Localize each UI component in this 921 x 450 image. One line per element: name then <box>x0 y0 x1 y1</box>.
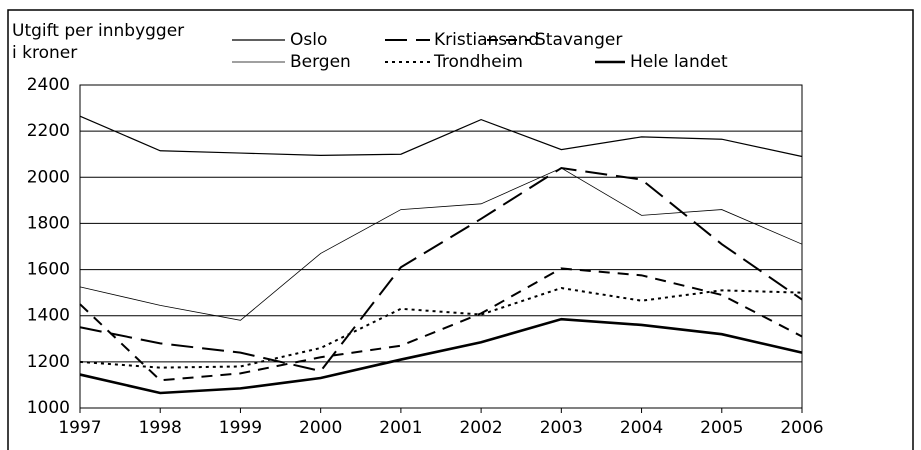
y-axis-label: i kroner <box>12 43 77 63</box>
x-tick-label: 2003 <box>540 418 583 438</box>
y-tick-label: 2000 <box>27 167 70 187</box>
y-tick-label: 1200 <box>27 352 70 372</box>
series-line <box>79 115 803 158</box>
x-tick-label: 2002 <box>459 418 502 438</box>
x-tick-label: 2005 <box>700 418 743 438</box>
x-tick-label: 1999 <box>219 418 262 438</box>
x-tick-label: 1997 <box>58 418 101 438</box>
y-tick-label: 2200 <box>27 121 70 141</box>
x-tick-label: 2001 <box>379 418 422 438</box>
legend-label: Kristiansand <box>434 30 539 50</box>
series-line <box>79 287 803 369</box>
y-tick-label: 2400 <box>27 75 70 95</box>
series-line <box>79 267 803 382</box>
x-tick-label: 2004 <box>620 418 663 438</box>
legend-label: Oslo <box>290 30 327 50</box>
plot-area <box>79 84 803 409</box>
x-tick-label: 2006 <box>780 418 823 438</box>
series-line <box>79 317 803 395</box>
legend-label: Bergen <box>290 52 351 72</box>
legend-label: Trondheim <box>433 52 523 72</box>
y-tick-label: 1400 <box>27 306 70 326</box>
series-line <box>79 167 803 373</box>
x-tick-label: 2000 <box>299 418 342 438</box>
y-axis-label: Utgift per innbygger <box>12 21 184 41</box>
frame <box>7 9 914 450</box>
x-tick-label: 1998 <box>139 418 182 438</box>
y-tick-label: 1800 <box>27 213 70 233</box>
y-tick-label: 1000 <box>27 398 70 418</box>
legend-label: Hele landet <box>630 52 728 72</box>
legend-label: Stavanger <box>535 30 622 50</box>
y-tick-label: 1600 <box>27 260 70 280</box>
